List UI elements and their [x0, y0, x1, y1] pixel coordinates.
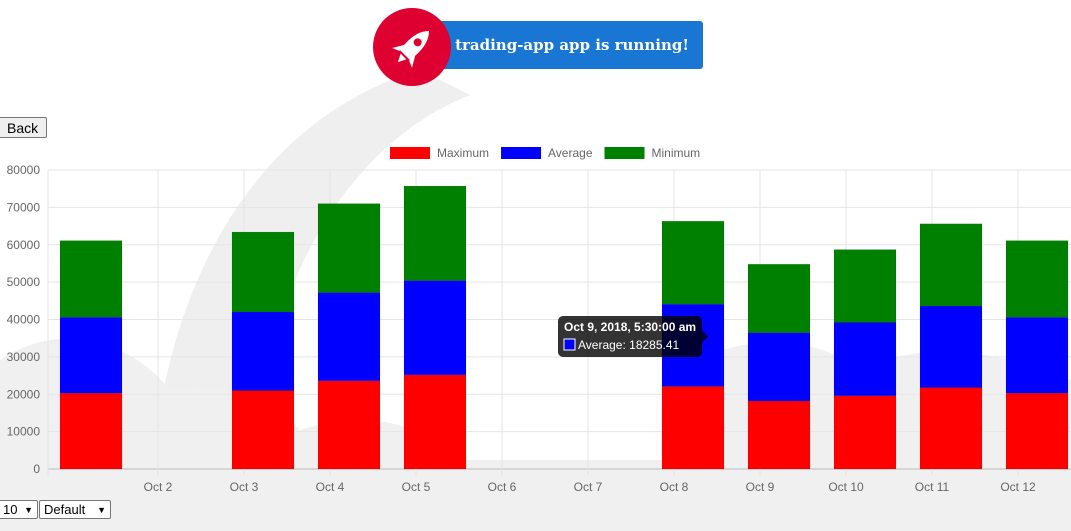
legend-label-average: Average	[548, 146, 593, 160]
bar-average	[833, 322, 897, 396]
back-button[interactable]: Back	[0, 117, 48, 138]
x-tick-label: Oct 5	[402, 480, 431, 494]
status-banner: trading-app app is running!	[373, 8, 703, 86]
bar-minimum	[403, 185, 467, 281]
page-size-value: 10	[3, 502, 18, 517]
chevron-down-icon: ▼	[24, 504, 33, 515]
bar-minimum	[317, 203, 381, 293]
x-tick-label: Oct 12	[1000, 480, 1036, 494]
rocket-icon	[392, 31, 429, 68]
x-tick-label: Oct 3	[230, 480, 259, 494]
tooltip-box	[558, 316, 702, 357]
stacked-bar-chart: 0 10000 20000 30000 40000 50000 60000 70000 8000…	[7, 146, 1071, 494]
y-tick-label: 70000	[7, 200, 41, 214]
y-tick-label: 30000	[7, 350, 41, 364]
bar-average	[747, 332, 811, 402]
bar-minimum	[747, 263, 811, 333]
y-tick-label: 80000	[7, 163, 41, 177]
legend-swatch-maximum	[390, 147, 430, 159]
y-tick-label: 60000	[7, 238, 41, 252]
banner-text: trading-app app is running!	[455, 36, 689, 54]
bar-maximum	[919, 387, 983, 470]
bar-maximum	[747, 400, 811, 470]
banner-bar: trading-app app is running!	[435, 21, 703, 69]
y-tick-label: 0	[33, 462, 40, 476]
tooltip-caret	[702, 330, 708, 343]
bar-minimum	[661, 220, 725, 305]
bar-minimum	[1005, 240, 1069, 318]
bar-average	[1005, 317, 1069, 394]
y-tick-label: 20000	[7, 387, 41, 401]
legend-swatch-average	[501, 147, 542, 159]
y-tick-label: 50000	[7, 275, 41, 289]
x-tick-label: Oct 6	[488, 480, 517, 494]
tooltip-title: Oct 9, 2018, 5:30:00 am	[564, 320, 696, 334]
x-tick-label: Oct 9	[746, 480, 775, 494]
bar-minimum	[833, 249, 897, 323]
bar-maximum	[317, 380, 381, 470]
bar-maximum	[231, 390, 295, 470]
bar-maximum	[59, 392, 123, 470]
y-tick-label: 10000	[7, 425, 41, 439]
bar-average	[59, 317, 123, 394]
bar-maximum	[661, 386, 725, 470]
tooltip-body: Average: 18285.41	[578, 338, 680, 352]
bar-average	[231, 311, 295, 391]
x-tick-label: Oct 8	[660, 480, 689, 494]
page-size-select[interactable]: 10 ▼	[0, 500, 38, 519]
legend-label-maximum: Maximum	[437, 146, 489, 160]
x-tick-label: Oct 2	[144, 480, 173, 494]
y-tick-label: 40000	[7, 313, 41, 327]
x-tick-label: Oct 10	[828, 480, 864, 494]
rocket-badge	[373, 8, 451, 86]
bar-maximum	[833, 395, 897, 470]
bar-minimum	[231, 231, 295, 313]
bar-average	[317, 292, 381, 382]
sort-select[interactable]: Default ▼	[39, 500, 111, 519]
bar-average	[403, 280, 467, 376]
chevron-down-icon: ▼	[97, 504, 106, 515]
bar-average	[919, 305, 983, 388]
x-tick-label: Oct 7	[574, 480, 603, 494]
legend-label-minimum: Minimum	[652, 146, 701, 160]
x-tick-label: Oct 11	[915, 480, 950, 494]
legend-swatch-minimum	[604, 147, 645, 159]
bar-maximum	[1005, 392, 1069, 470]
sort-value: Default	[44, 502, 86, 517]
bar-minimum	[59, 240, 123, 318]
tooltip-swatch	[563, 338, 576, 351]
x-tick-label: Oct 4	[316, 480, 345, 494]
bar-minimum	[919, 223, 983, 307]
bar-maximum	[403, 374, 467, 470]
